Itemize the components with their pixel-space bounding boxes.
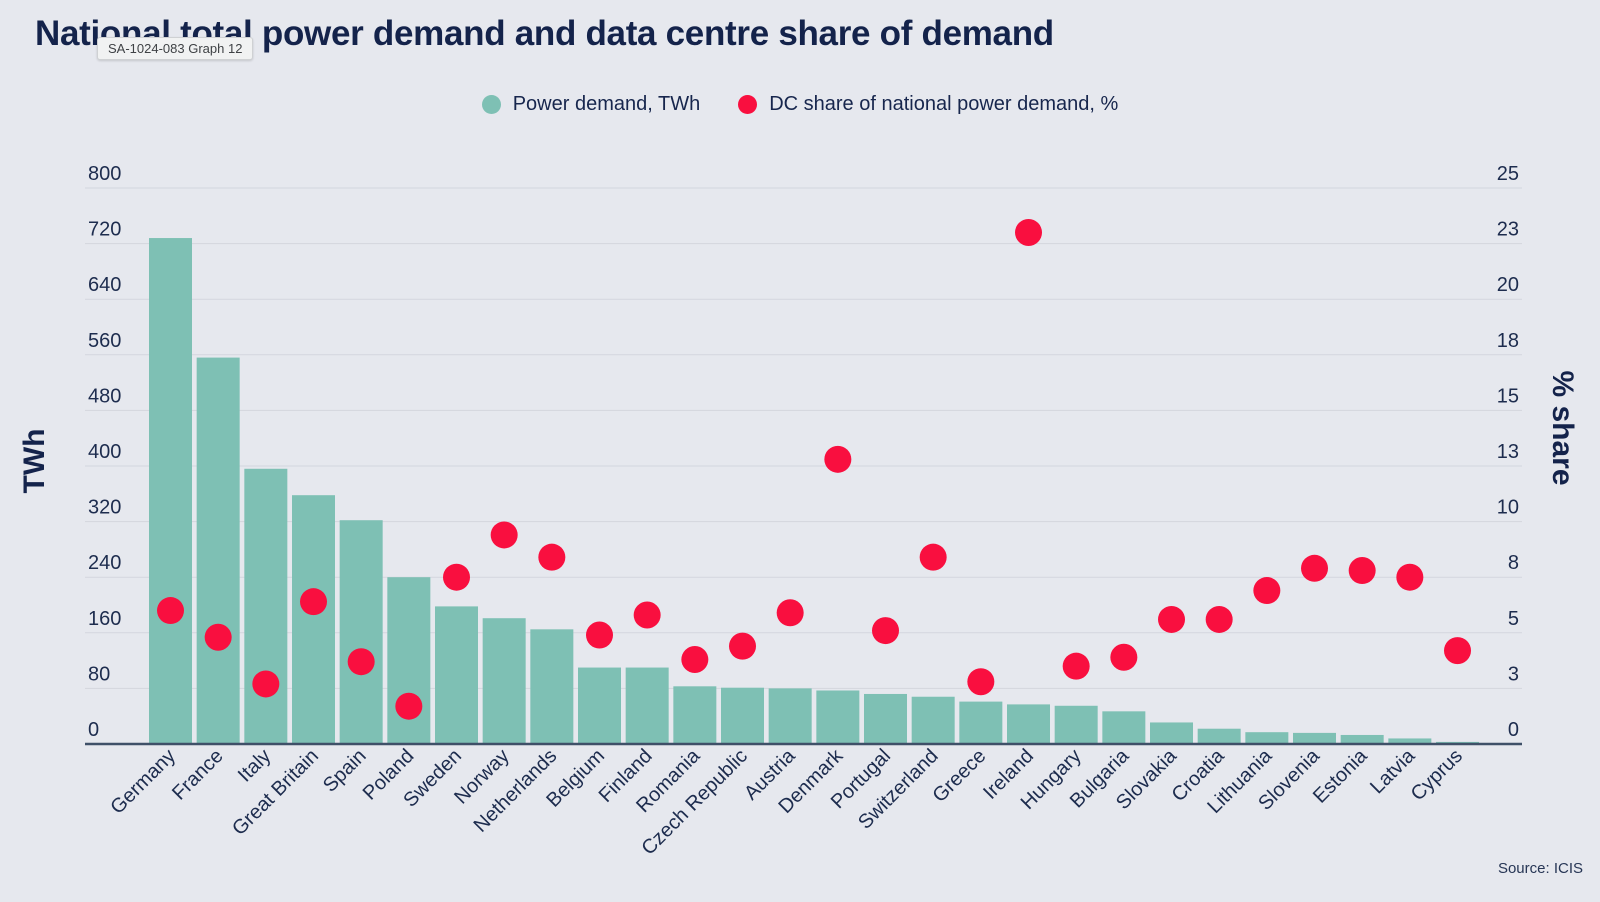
dot-sweden <box>443 563 471 591</box>
right-tick-label-20: 20 <box>1497 274 1519 296</box>
x-label-cyprus: Cyprus <box>1407 745 1467 805</box>
dot-germany <box>157 597 184 625</box>
bar-lithuania <box>1245 732 1289 744</box>
bar-france <box>196 357 240 744</box>
left-tick-label-560: 560 <box>88 330 121 352</box>
left-tick-label-400: 400 <box>88 441 121 463</box>
dot-romania <box>681 645 709 673</box>
dot-austria <box>776 599 804 627</box>
left-tick-label-720: 720 <box>88 219 121 241</box>
left-tick-label-240: 240 <box>88 552 121 574</box>
dot-slovenia <box>1301 554 1329 582</box>
dot-belgium <box>586 621 614 649</box>
right-tick-label-10: 10 <box>1497 497 1519 519</box>
bar-spain <box>339 520 383 744</box>
bar-netherlands <box>530 629 574 744</box>
left-tick-label-640: 640 <box>88 274 121 296</box>
dot-portugal <box>872 617 900 645</box>
x-label-greece: Greece <box>928 745 990 807</box>
legend-item-power-demand[interactable]: Power demand, TWh <box>481 93 701 116</box>
right-tick-label-13: 13 <box>1497 441 1519 463</box>
legend-item-dc-share[interactable]: DC share of national power demand, % <box>738 93 1118 116</box>
x-label-great-britain: Great Britain <box>228 745 323 840</box>
dot-france <box>204 623 232 651</box>
dot-slovakia <box>1158 605 1186 633</box>
dot-hungary <box>1062 652 1090 680</box>
right-tick-label-0: 0 <box>1508 719 1519 741</box>
bar-norway <box>482 618 526 744</box>
bar-estonia <box>1340 734 1384 744</box>
bar-portugal <box>864 693 908 744</box>
dc-share-dot-icon <box>738 95 758 114</box>
bar-hungary <box>1054 705 1098 744</box>
dot-finland <box>633 601 661 629</box>
dot-italy <box>252 670 280 698</box>
bar-czech-republic <box>721 687 765 744</box>
right-tick-label-23: 23 <box>1497 219 1519 241</box>
dot-bulgaria <box>1110 643 1138 671</box>
dot-estonia <box>1348 557 1376 585</box>
bar-slovakia <box>1150 722 1194 744</box>
dot-lithuania <box>1253 577 1281 605</box>
dot-netherlands <box>538 543 566 571</box>
dot-cyprus <box>1444 637 1472 665</box>
dot-switzerland <box>919 543 947 571</box>
dot-norway <box>490 521 518 549</box>
bar-sweden <box>435 606 479 744</box>
x-label-france: France <box>168 745 228 805</box>
right-tick-label-8: 8 <box>1508 552 1519 574</box>
bar-romania <box>673 686 717 744</box>
right-tick-label-15: 15 <box>1497 385 1519 407</box>
bar-greece <box>959 701 1003 744</box>
bar-bulgaria <box>1102 711 1146 744</box>
bar-denmark <box>816 690 860 744</box>
legend-label-power-demand: Power demand, TWh <box>512 93 701 115</box>
dot-spain <box>347 648 375 676</box>
dot-croatia <box>1205 605 1233 633</box>
left-tick-label-80: 80 <box>88 663 110 685</box>
bar-belgium <box>578 667 622 744</box>
dot-czech-republic <box>729 632 757 660</box>
left-tick-label-320: 320 <box>88 497 121 519</box>
bar-croatia <box>1197 728 1241 744</box>
right-tick-label-5: 5 <box>1508 608 1519 630</box>
dot-great-britain <box>300 588 328 616</box>
bar-germany <box>149 238 192 745</box>
bar-ireland <box>1007 704 1051 744</box>
legend: Power demand, TWh DC share of national p… <box>0 93 1600 116</box>
bar-italy <box>244 468 288 744</box>
right-tick-label-3: 3 <box>1508 663 1519 685</box>
x-label-italy: Italy <box>234 745 275 786</box>
bar-latvia <box>1388 738 1432 744</box>
right-tick-label-18: 18 <box>1497 330 1519 352</box>
dot-greece <box>967 668 995 696</box>
left-tick-label-480: 480 <box>88 385 121 407</box>
dot-ireland <box>1015 218 1043 246</box>
bar-slovenia <box>1293 732 1337 744</box>
dot-denmark <box>824 445 852 473</box>
x-label-germany: Germany <box>106 745 180 819</box>
dot-latvia <box>1396 563 1424 591</box>
left-tick-label-0: 0 <box>88 719 99 741</box>
bar-switzerland <box>911 696 955 744</box>
source-note: Source: ICIS <box>1497 860 1583 877</box>
power-demand-dot-icon <box>481 95 501 114</box>
bar-austria <box>768 688 812 744</box>
tooltip: SA-1024-083 Graph 12 <box>97 37 254 60</box>
left-tick-label-160: 160 <box>88 608 121 630</box>
bar-finland <box>625 667 669 744</box>
legend-label-dc-share: DC share of national power demand, % <box>769 93 1119 115</box>
left-tick-label-800: 800 <box>88 163 121 185</box>
right-tick-label-25: 25 <box>1497 163 1519 185</box>
x-label-estonia: Estonia <box>1309 744 1372 807</box>
bar-great-britain <box>292 495 336 744</box>
dot-poland <box>395 692 423 720</box>
